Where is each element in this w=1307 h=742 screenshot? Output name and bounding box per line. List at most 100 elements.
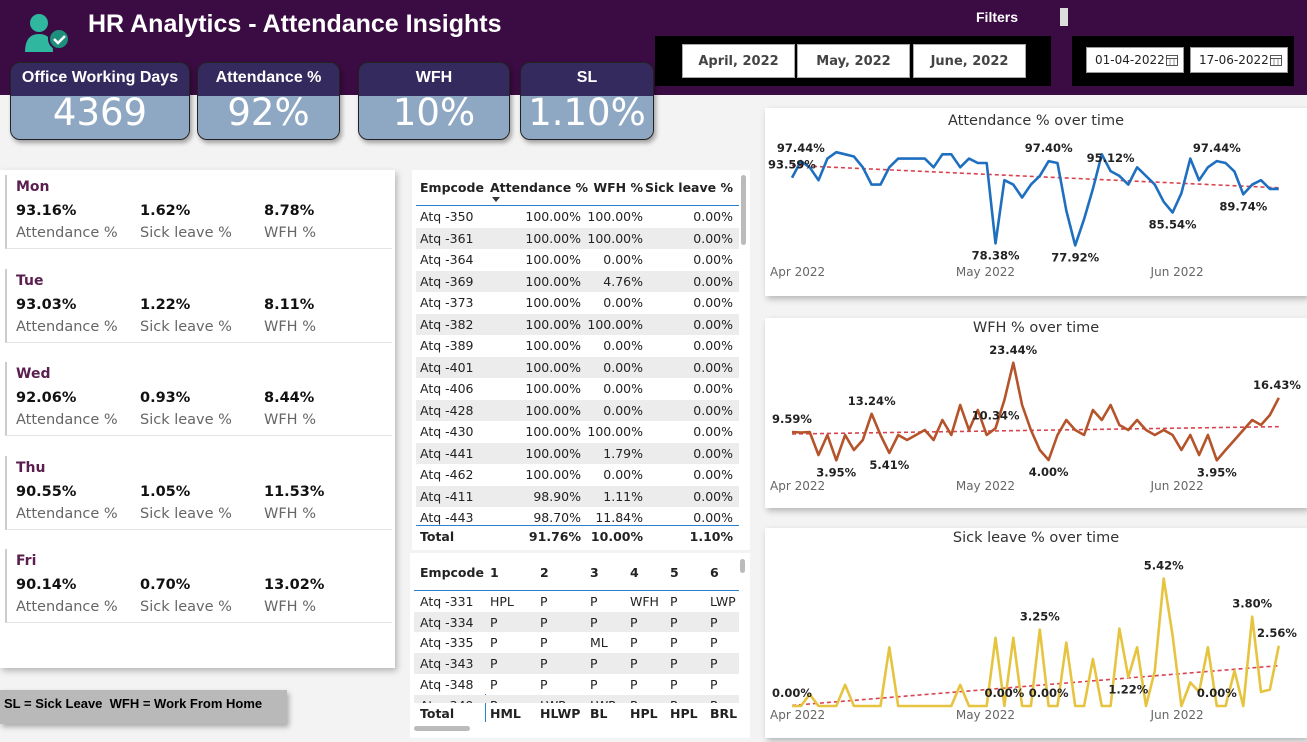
total-cell: 1.10% bbox=[689, 529, 733, 544]
scrollbar[interactable] bbox=[740, 559, 745, 573]
table-cell: P bbox=[490, 614, 498, 630]
total-cell: Total bbox=[420, 706, 455, 721]
table-cell: P bbox=[670, 656, 678, 672]
table-cell: 100.00% bbox=[587, 230, 643, 246]
table-cell: 100.00% bbox=[525, 467, 581, 482]
total-cell: HLWP bbox=[540, 706, 581, 721]
data-label: 9.59% bbox=[772, 412, 812, 426]
data-label: 5.41% bbox=[869, 458, 909, 472]
metric-value: 1.22% bbox=[140, 296, 191, 313]
table-cell: Atq -411 bbox=[420, 488, 474, 504]
table-cell: 0.00% bbox=[693, 402, 733, 418]
month-button[interactable]: May, 2022 bbox=[797, 44, 910, 78]
total-cell: 91.76% bbox=[528, 529, 581, 544]
metric-label: Attendance % bbox=[16, 225, 118, 241]
weekday-name: Fri bbox=[16, 553, 37, 569]
data-label: 3.25% bbox=[1020, 610, 1060, 624]
calendar-icon[interactable] bbox=[1166, 54, 1178, 66]
table-cell: 0.00% bbox=[693, 273, 733, 289]
table-row: Atq -430 100.00% 100.00% 0.00% bbox=[416, 421, 739, 443]
metric-value: 93.03% bbox=[16, 296, 77, 313]
weekday-panel: Mon 93.16% Attendance % 1.62% Sick leave % 8.… bbox=[0, 170, 395, 668]
table-cell: 0.00% bbox=[693, 316, 733, 332]
weekday-block: Fri 90.14% Attendance % 0.70% Sick leave % 13… bbox=[5, 549, 392, 623]
kpi-value: 10% bbox=[392, 91, 476, 134]
metric-label: WFH % bbox=[264, 225, 316, 241]
column-header: 2 bbox=[540, 565, 549, 580]
x-tick-label: May 2022 bbox=[956, 708, 1015, 722]
sort-arrow bbox=[492, 197, 500, 202]
metric-label: WFH % bbox=[264, 318, 316, 335]
data-label: 23.44% bbox=[989, 343, 1037, 357]
table-cell: P bbox=[540, 635, 548, 651]
metric-label: WFH % bbox=[264, 412, 316, 428]
filters-title: Filters bbox=[976, 9, 1019, 25]
data-label: 93.59% bbox=[768, 158, 816, 172]
x-tick-label: Apr 2022 bbox=[770, 265, 825, 279]
scrollbar[interactable] bbox=[741, 175, 746, 245]
column-header: 6 bbox=[710, 565, 719, 580]
table-row: Atq -406 100.00% 0.00% 0.00% bbox=[416, 378, 739, 400]
line-chart: Attendance % over time Apr 2022 May 2022 Ju… bbox=[768, 113, 1279, 279]
metric-label: WFH % bbox=[264, 505, 316, 522]
header-rule bbox=[416, 205, 739, 206]
table-cell: 0.00% bbox=[693, 467, 733, 482]
column-header: 5 bbox=[670, 565, 679, 580]
table-cell: P bbox=[490, 656, 498, 672]
table-cell: Atq -335 bbox=[420, 635, 474, 651]
calendar-icon[interactable] bbox=[1270, 54, 1282, 66]
table-cell: P bbox=[670, 698, 710, 704]
kpi-label: Office Working Days bbox=[21, 69, 179, 86]
chart-card: Attendance % over time Apr 2022 May 2022 Ju… bbox=[765, 108, 1307, 296]
table-row: Atq -335 P P ML P P P bbox=[414, 632, 739, 654]
table-cell: P bbox=[710, 656, 718, 672]
data-label: 1.22% bbox=[1108, 682, 1148, 696]
table-cell: 0.00% bbox=[693, 252, 733, 267]
table-cell: LWP bbox=[710, 594, 736, 609]
table-row: Atq -411 98.90% 1.11% 0.00% bbox=[416, 485, 739, 507]
table-cell: Atq -443 bbox=[420, 510, 474, 525]
table-row: Atq -364 100.00% 0.00% 0.00% bbox=[416, 249, 739, 271]
metric-label: WFH % bbox=[264, 599, 316, 615]
column-header: Sick leave % bbox=[644, 180, 733, 195]
date-input[interactable]: 17-06-2022 bbox=[1190, 47, 1288, 73]
table-cell: 98.70% bbox=[533, 510, 581, 525]
total-cell: BL bbox=[590, 706, 608, 721]
x-tick-label: May 2022 bbox=[956, 265, 1015, 279]
table-cell: Atq -401 bbox=[420, 359, 474, 375]
total-cell: Total bbox=[420, 529, 455, 544]
table-cell: LWP bbox=[540, 698, 585, 704]
weekday-block: Tue 93.03% Attendance % 1.22% Sick leave % 8.… bbox=[5, 268, 392, 343]
table-cell: 0.00% bbox=[603, 359, 643, 375]
table-cell: 100.00% bbox=[587, 424, 643, 439]
table-cell: Atq -348 bbox=[420, 676, 474, 692]
h-scrollbar[interactable] bbox=[414, 726, 470, 731]
table-cell: 0.00% bbox=[603, 252, 643, 267]
filter-toggle[interactable] bbox=[1060, 8, 1068, 26]
table-cell: P bbox=[630, 656, 638, 672]
month-button[interactable]: April, 2022 bbox=[682, 44, 795, 78]
metric-label: Sick leave % bbox=[140, 412, 232, 428]
table-cell: Atq -428 bbox=[420, 402, 474, 418]
table-cell: 1.11% bbox=[603, 488, 643, 504]
table-cell: Atq -430 bbox=[420, 424, 474, 439]
table-cell: P bbox=[540, 594, 548, 609]
data-label: 0.00% bbox=[1029, 686, 1069, 700]
month-button[interactable]: June, 2022 bbox=[913, 44, 1026, 78]
table-cell: 0.00% bbox=[693, 510, 733, 525]
table-cell: 100.00% bbox=[525, 209, 581, 224]
table-cell: P bbox=[490, 635, 498, 651]
date-input[interactable]: 01-04-2022 bbox=[1086, 47, 1184, 73]
data-label: 77.92% bbox=[1051, 250, 1099, 264]
table-row: Atq -369 100.00% 4.76% 0.00% bbox=[416, 270, 739, 292]
line-chart: WFH % over time Apr 2022 May 2022 Jun 2022 9… bbox=[770, 320, 1301, 493]
trend-line bbox=[791, 664, 1279, 707]
table-cell: Atq -361 bbox=[420, 230, 474, 246]
table-cell: P bbox=[590, 676, 598, 692]
table-row: Atq -443 98.70% 11.84% 0.00% bbox=[416, 507, 739, 526]
data-label: 3.80% bbox=[1232, 597, 1272, 611]
metric-label: Attendance % bbox=[16, 505, 118, 522]
metric-value: 90.55% bbox=[16, 483, 77, 500]
table-cell: P bbox=[630, 676, 638, 692]
table-cell: Atq -441 bbox=[420, 445, 474, 461]
